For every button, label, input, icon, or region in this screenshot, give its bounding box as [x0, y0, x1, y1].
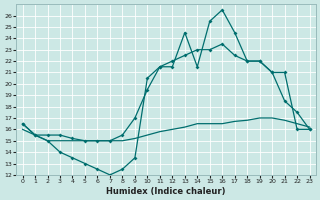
X-axis label: Humidex (Indice chaleur): Humidex (Indice chaleur) — [106, 187, 226, 196]
